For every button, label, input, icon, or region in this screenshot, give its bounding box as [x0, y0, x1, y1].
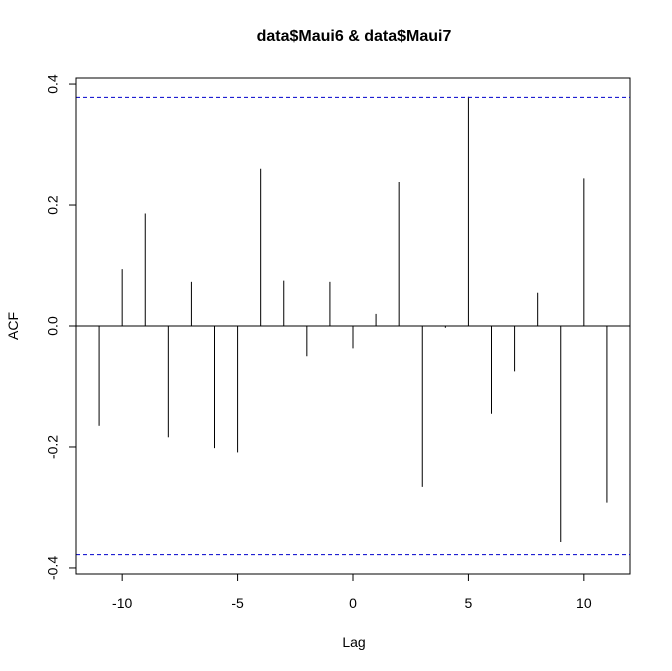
- x-axis: -10 -5 0 5 10: [112, 573, 592, 611]
- chart-title: data$Maui6 & data$Maui7: [257, 28, 452, 45]
- y-tick-label: 0.4: [45, 74, 61, 94]
- x-tick-label: -5: [231, 595, 244, 611]
- x-tick-label: 0: [349, 595, 357, 611]
- acf-bars: [98, 96, 608, 542]
- y-tick-label: -0.2: [45, 435, 61, 459]
- y-tick-label: -0.4: [45, 556, 61, 580]
- x-tick-label: -10: [112, 595, 132, 611]
- y-axis: -0.4 -0.2 0.0 0.2 0.4: [45, 74, 77, 580]
- confidence-bounds: [76, 96, 630, 556]
- x-axis-label: Lag: [342, 634, 365, 650]
- y-axis-label: ACF: [5, 312, 21, 340]
- y-tick-label: 0.2: [45, 195, 61, 215]
- y-tick-label: 0.0: [45, 316, 61, 336]
- x-tick-label: 10: [576, 595, 592, 611]
- x-tick-label: 5: [465, 595, 473, 611]
